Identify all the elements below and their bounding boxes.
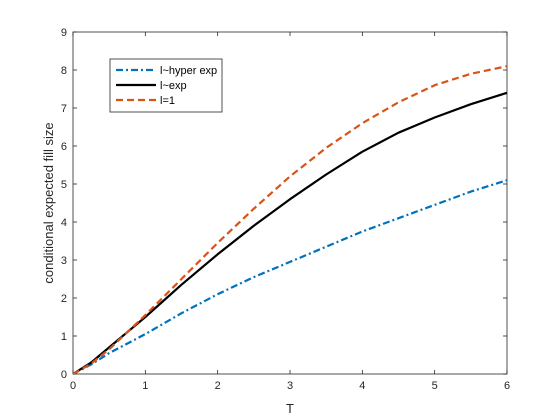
y-tick-label: 9 [61, 27, 67, 39]
legend-label-0: l~hyper exp [160, 65, 217, 77]
y-tick-label: 5 [61, 179, 67, 191]
y-tick-label: 0 [61, 369, 67, 381]
y-tick-label: 4 [61, 217, 67, 229]
x-axis-label: T [286, 401, 294, 416]
x-tick-label: 5 [432, 380, 438, 392]
y-tick-label: 2 [61, 293, 67, 305]
x-tick-label: 6 [504, 380, 510, 392]
y-tick-label: 8 [61, 65, 67, 77]
y-tick-label: 7 [61, 103, 67, 115]
x-tick-label: 1 [142, 380, 148, 392]
x-tick-label: 4 [359, 380, 365, 392]
x-tick-label: 3 [287, 380, 293, 392]
y-tick-label: 1 [61, 331, 67, 343]
legend-label-2: l=1 [160, 95, 175, 107]
legend-label-1: l~exp [160, 80, 187, 92]
axis-ticks: 0 1 2 3 4 5 6 0 1 2 3 4 5 6 7 8 9 [61, 27, 510, 392]
y-tick-label: 6 [61, 141, 67, 153]
y-tick-label: 3 [61, 255, 67, 267]
series-line-1 [72, 91, 508, 375]
y-axis-label: conditional expected fill size [41, 122, 56, 283]
series-lines [72, 65, 508, 375]
x-tick-label: 2 [215, 380, 221, 392]
series-line-0 [72, 179, 508, 375]
series-line-2 [72, 65, 508, 375]
x-tick-label: 0 [70, 380, 76, 392]
legend: l~hyper exp l~exp l=1 [109, 58, 223, 113]
